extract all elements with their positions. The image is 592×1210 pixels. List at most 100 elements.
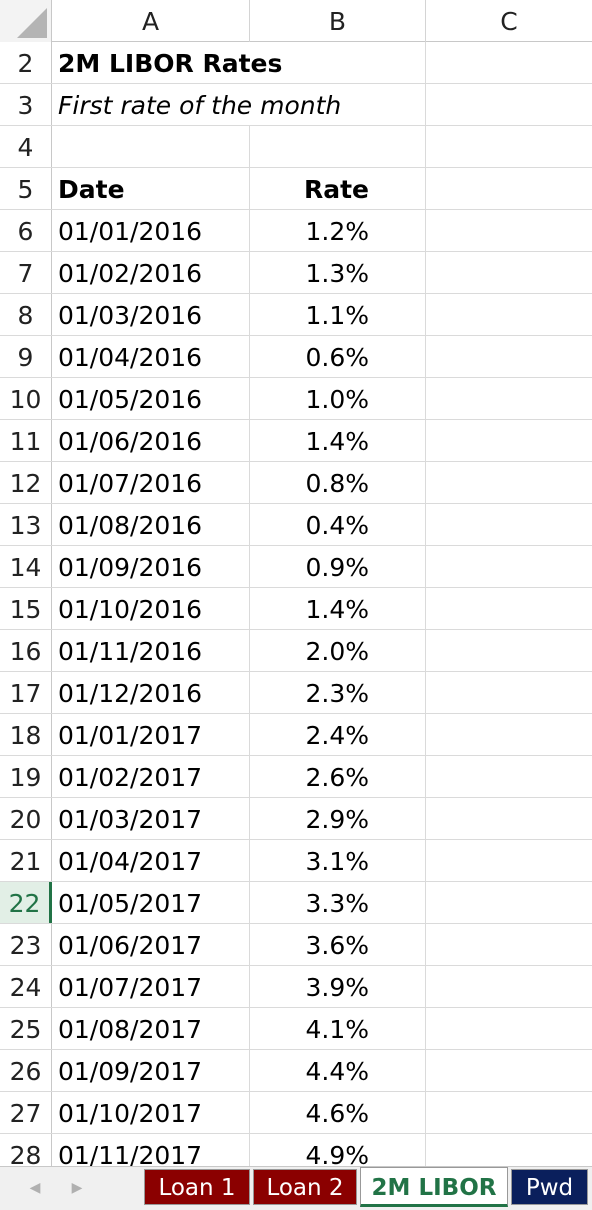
cell-c[interactable] [426,420,592,461]
cell-b[interactable]: 3.3% [250,882,426,923]
cell-b[interactable]: 1.4% [250,420,426,461]
cell-b[interactable]: 2.6% [250,756,426,797]
row-header[interactable]: 15 [0,588,52,629]
cell-a[interactable]: 01/06/2016 [52,420,250,461]
cell-a[interactable]: Date [52,168,250,209]
cell-a[interactable]: 01/05/2016 [52,378,250,419]
cell-b[interactable]: 2.3% [250,672,426,713]
cell-c[interactable] [426,252,592,293]
cell-c[interactable] [426,1134,592,1166]
cell-b[interactable]: 0.8% [250,462,426,503]
cell-b[interactable] [250,84,426,125]
cell-b[interactable] [250,42,426,83]
row-header[interactable]: 16 [0,630,52,671]
row-header[interactable]: 23 [0,924,52,965]
cell-a[interactable]: 01/11/2016 [52,630,250,671]
cell-c[interactable] [426,168,592,209]
row-header[interactable]: 8 [0,294,52,335]
row-header[interactable]: 24 [0,966,52,1007]
cell-c[interactable] [426,924,592,965]
cell-a[interactable]: 01/11/2017 [52,1134,250,1166]
cell-b[interactable]: 3.9% [250,966,426,1007]
cell-c[interactable] [426,672,592,713]
cell-a[interactable]: 01/04/2016 [52,336,250,377]
cell-c[interactable] [426,630,592,671]
cell-c[interactable] [426,1008,592,1049]
row-header[interactable]: 13 [0,504,52,545]
row-header[interactable]: 10 [0,378,52,419]
cell-c[interactable] [426,42,592,83]
cell-a[interactable]: 01/06/2017 [52,924,250,965]
row-header[interactable]: 21 [0,840,52,881]
column-header-c[interactable]: C [500,7,518,36]
cell-c[interactable] [426,210,592,251]
cell-c[interactable] [426,336,592,377]
cell-b[interactable]: 1.1% [250,294,426,335]
cell-a[interactable]: 01/02/2016 [52,252,250,293]
cell-c[interactable] [426,882,592,923]
cell-b[interactable]: 2.0% [250,630,426,671]
cell-c[interactable] [426,504,592,545]
row-header[interactable]: 20 [0,798,52,839]
cell-a[interactable]: 01/05/2017 [52,882,250,923]
row-header[interactable]: 9 [0,336,52,377]
cell-b[interactable]: 1.4% [250,588,426,629]
cell-a[interactable]: 01/08/2016 [52,504,250,545]
cell-a[interactable]: 2M LIBOR Rates [58,49,283,78]
sheet-tab-loan-1[interactable]: Loan 1 [144,1169,250,1205]
cell-b[interactable]: 4.1% [250,1008,426,1049]
cell-a[interactable]: 01/10/2017 [52,1092,250,1133]
cell-c[interactable] [426,294,592,335]
cell-b[interactable]: 0.4% [250,504,426,545]
row-header[interactable]: 2 [0,42,52,83]
cell-b[interactable]: 4.6% [250,1092,426,1133]
cell-a[interactable]: 01/07/2017 [52,966,250,1007]
cell-b[interactable]: 4.9% [250,1134,426,1166]
row-header[interactable]: 11 [0,420,52,461]
cell-c[interactable] [426,840,592,881]
chevron-left-icon[interactable]: ◀ [29,1180,41,1196]
cell-b[interactable] [250,126,426,167]
cell-c[interactable] [426,714,592,755]
sheet-tab-pwd[interactable]: Pwd [511,1169,588,1205]
cell-c[interactable] [426,462,592,503]
cell-b[interactable]: 0.9% [250,546,426,587]
cell-b[interactable]: 3.1% [250,840,426,881]
cell-a[interactable] [52,126,250,167]
cell-a[interactable]: 01/08/2017 [52,1008,250,1049]
row-header[interactable]: 22 [0,882,52,923]
cell-a[interactable]: 01/01/2016 [52,210,250,251]
cell-c[interactable] [426,1050,592,1091]
cell-a[interactable]: 01/09/2017 [52,1050,250,1091]
cell-b[interactable]: 1.2% [250,210,426,251]
cell-c[interactable] [426,588,592,629]
sheet-tab-loan-2[interactable]: Loan 2 [253,1169,357,1205]
cell-b[interactable]: 2.9% [250,798,426,839]
row-header[interactable]: 27 [0,1092,52,1133]
cell-b[interactable]: 4.4% [250,1050,426,1091]
cell-a[interactable]: 01/12/2016 [52,672,250,713]
cell-c[interactable] [426,798,592,839]
cell-c[interactable] [426,1092,592,1133]
cell-c[interactable] [426,756,592,797]
cell-a[interactable]: 01/03/2017 [52,798,250,839]
cell-c[interactable] [426,378,592,419]
cell-a[interactable]: 01/01/2017 [52,714,250,755]
cell-a[interactable]: 01/03/2016 [52,294,250,335]
row-header[interactable]: 14 [0,546,52,587]
cell-a[interactable]: First rate of the month [58,91,342,120]
cell-b[interactable]: 1.0% [250,378,426,419]
row-header[interactable]: 3 [0,84,52,125]
cell-c[interactable] [426,84,592,125]
cell-b[interactable]: 1.3% [250,252,426,293]
chevron-right-icon[interactable]: ▶ [71,1180,83,1196]
sheet-tab-2m-libor[interactable]: 2M LIBOR [360,1167,508,1207]
row-header[interactable]: 12 [0,462,52,503]
row-header[interactable]: 28 [0,1134,52,1166]
column-header-b[interactable]: B [250,0,426,42]
row-header[interactable]: 7 [0,252,52,293]
cell-c[interactable] [426,126,592,167]
cell-b[interactable]: 3.6% [250,924,426,965]
row-header[interactable]: 6 [0,210,52,251]
row-header[interactable]: 25 [0,1008,52,1049]
